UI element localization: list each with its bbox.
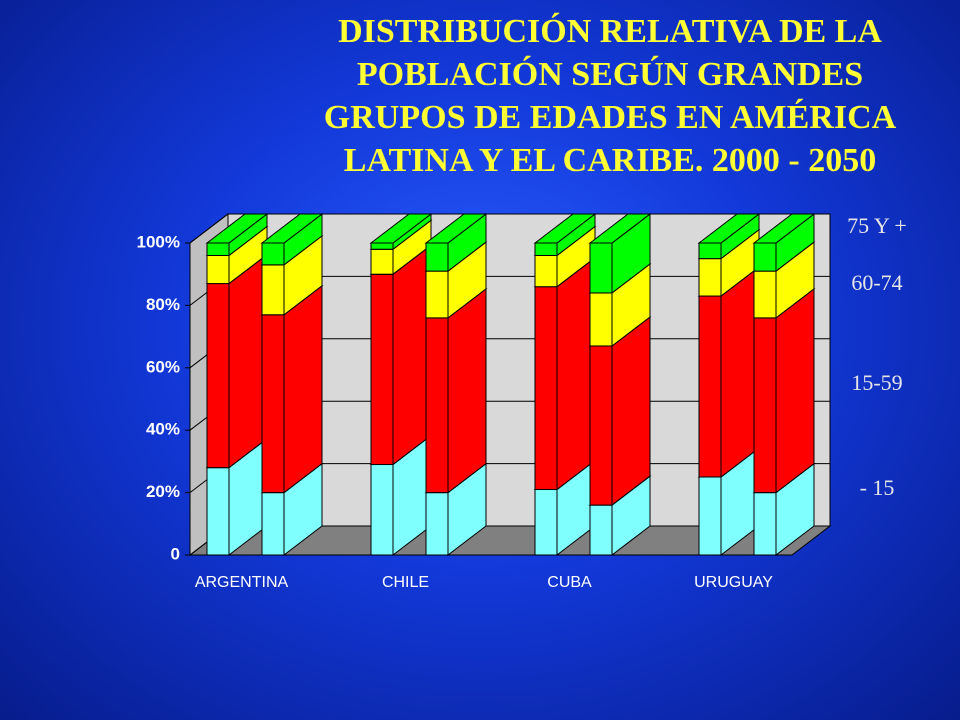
bar-front [370, 273, 394, 466]
bar-front [206, 242, 230, 256]
bar-front [261, 492, 285, 556]
bar-front [589, 504, 613, 556]
bar-segment [260, 212, 324, 266]
y-tick-label: 40% [146, 420, 180, 439]
bar-segment [697, 212, 761, 260]
bar-side [775, 287, 815, 494]
bar-top [588, 213, 652, 244]
legend-label: - 15 [860, 475, 895, 500]
bar-front [534, 286, 558, 490]
bar-front [206, 254, 230, 285]
bar-side [283, 284, 323, 494]
bar-front [589, 345, 613, 506]
bar-front [698, 476, 722, 556]
bar-front [753, 242, 777, 272]
bar-front [698, 295, 722, 478]
bar-front [261, 242, 285, 266]
bar-front [698, 258, 722, 297]
bar-segment [752, 287, 816, 494]
bar-front [261, 314, 285, 494]
bar-segment [369, 212, 433, 251]
y-tick-label: 20% [146, 482, 180, 501]
bar-side [556, 256, 596, 491]
bar-front [425, 492, 449, 556]
bar-front [370, 464, 394, 556]
y-tick-label: 0 [171, 544, 180, 563]
bar-side [611, 315, 651, 507]
bar-front [370, 242, 394, 250]
bar-segment [752, 212, 816, 273]
bar-segment [260, 284, 324, 494]
bar-segment [424, 287, 488, 494]
x-tick-label: ARGENTINA [195, 574, 289, 591]
bar-front [370, 248, 394, 275]
bar-front [534, 488, 558, 556]
bar-front [534, 254, 558, 288]
bar-front [261, 264, 285, 316]
x-tick-label: URUGUAY [694, 574, 773, 591]
y-tick-label: 60% [146, 357, 180, 376]
legend-label: 60-74 [851, 270, 902, 295]
bar-top [369, 213, 433, 244]
bar-front [589, 242, 613, 294]
legend-label: 15-59 [851, 370, 902, 395]
x-tick-label: CHILE [382, 574, 429, 591]
bar-top [697, 213, 761, 244]
bar-front [753, 270, 777, 319]
bar-front [753, 492, 777, 556]
bar-front [698, 242, 722, 260]
bar-segment [205, 253, 269, 469]
bar-side [228, 253, 268, 469]
bar-front [425, 317, 449, 494]
y-tick-label: 100% [137, 232, 180, 251]
bar-front [534, 242, 558, 256]
bar-top [205, 213, 269, 244]
y-tick-label: 80% [146, 295, 180, 314]
bar-front [425, 270, 449, 319]
bar-front [589, 292, 613, 347]
bar-segment [588, 212, 652, 294]
bar-top [424, 213, 488, 244]
bar-top [752, 213, 816, 244]
bar-front [753, 317, 777, 494]
bar-top [260, 213, 324, 244]
bar-segment [369, 244, 433, 466]
legend-label: 75 Y + [847, 213, 907, 238]
bar-front [425, 242, 449, 272]
bar-front [206, 283, 230, 469]
x-tick-label: CUBA [547, 574, 592, 591]
bar-segment [205, 212, 269, 257]
bar-side [720, 266, 760, 479]
bar-segment [533, 212, 597, 257]
bar-segment [533, 256, 597, 491]
bar-segment [697, 266, 761, 479]
bar-front [206, 467, 230, 556]
bar-side [392, 244, 432, 466]
bar-top [533, 213, 597, 244]
bar-segment [424, 212, 488, 273]
bar-side [447, 287, 487, 494]
chart-title: DISTRIBUCIÓN RELATIVA DE LA POBLACIÓN SE… [323, 13, 897, 179]
